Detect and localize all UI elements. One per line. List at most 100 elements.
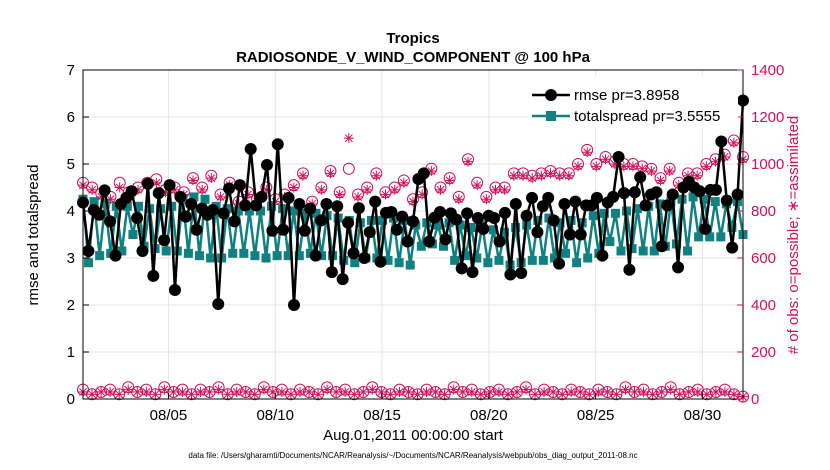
obs-assimilated-marker: [331, 386, 342, 397]
totalspread-point: [633, 204, 643, 214]
rmse-point: [434, 205, 447, 218]
tick-label-right: 200: [751, 344, 776, 361]
rmse-point: [390, 223, 403, 236]
totalspread-point: [588, 211, 598, 221]
legend-rmse-marker: [545, 89, 557, 101]
obs-assimilated-marker: [105, 386, 116, 397]
obs-assimilated-marker: [490, 184, 501, 195]
rmse-point: [542, 191, 555, 204]
tick-label-left: 7: [67, 62, 75, 79]
totalspread-point: [272, 251, 282, 261]
tick-label-right: 0: [751, 391, 759, 408]
rmse-point: [590, 191, 603, 204]
rmse-point: [396, 210, 409, 223]
obs-possible-marker: [248, 388, 261, 401]
obs-possible-marker: [438, 388, 451, 401]
obs-assimilated-marker: [298, 170, 308, 181]
rmse-point: [179, 210, 192, 223]
obs-assimilated-marker: [177, 386, 188, 397]
rmse-point: [363, 226, 376, 239]
totalspread-point: [200, 194, 210, 204]
obs-assimilated-marker: [114, 182, 125, 193]
obs-assimilated-marker: [222, 389, 233, 400]
obs-assimilated-marker: [602, 386, 613, 397]
rmse-point: [98, 184, 111, 197]
rmse-point: [255, 190, 268, 203]
obs-assimilated-marker: [548, 386, 559, 397]
totalspread-point: [261, 253, 271, 263]
obs-assimilated-marker: [204, 386, 215, 397]
totalspread-point: [89, 197, 99, 207]
obs-assimilated-marker: [188, 175, 198, 186]
obs-possible-marker: [610, 388, 623, 401]
obs-possible-marker: [646, 388, 659, 401]
totalspread-point: [439, 241, 449, 251]
obs-assimilated-marker: [655, 175, 666, 186]
obs-assimilated-marker: [674, 389, 685, 400]
totalspread-point: [300, 208, 310, 218]
obs-assimilated-marker: [656, 386, 667, 397]
totalspread-point: [583, 253, 593, 263]
rmse-point: [298, 224, 311, 237]
obs-assimilated-marker: [389, 184, 400, 195]
obs-assimilated-marker: [444, 175, 455, 186]
obs-assimilated-marker: [249, 389, 260, 400]
rmse-point: [141, 177, 154, 190]
obs-assimilated-marker: [150, 389, 161, 400]
obs-assimilated-marker: [511, 386, 522, 397]
totalspread-point: [533, 215, 543, 225]
plot-frame: [82, 69, 744, 400]
totalspread-point: [488, 225, 498, 235]
totalspread-point: [117, 246, 127, 256]
totalspread-point: [189, 192, 199, 202]
obs-assimilated-marker: [376, 386, 387, 397]
rmse-point: [109, 249, 122, 262]
totalspread-point: [616, 246, 626, 256]
obs-assimilated-marker: [584, 389, 595, 400]
rmse-point: [466, 266, 479, 279]
rmse-point: [493, 235, 506, 248]
rmse-point: [574, 228, 587, 241]
rmse-point: [309, 249, 322, 262]
totalspread-point: [161, 246, 171, 256]
obs-assimilated-marker: [380, 189, 391, 200]
rmse-point: [401, 235, 414, 248]
rmse-point: [509, 197, 522, 210]
totalspread-point: [472, 253, 482, 263]
obs-assimilated-marker: [692, 170, 703, 181]
totalspread-point: [289, 206, 299, 216]
totalspread-point: [599, 208, 609, 218]
totalspread-point: [699, 194, 709, 204]
totalspread-point: [705, 232, 715, 242]
legend-spread-label: totalspread pr=3.5555: [574, 108, 720, 125]
rmse-point: [531, 226, 544, 239]
totalspread-point: [655, 199, 665, 209]
totalspread-point: [527, 255, 537, 265]
totalspread-point: [133, 201, 143, 211]
totalspread-point: [100, 199, 110, 209]
obs-possible-marker: [348, 388, 361, 401]
tick-label-bottom: 08/15: [363, 407, 401, 424]
obs-assimilated-marker: [481, 194, 492, 205]
totalspread-point: [194, 251, 204, 261]
tick-label-left: 2: [67, 297, 75, 314]
obs-possible-marker: [501, 388, 514, 401]
obs-assimilated-marker: [322, 384, 333, 395]
obs-assimilated-marker: [484, 386, 495, 397]
rmse-point: [612, 150, 625, 163]
obs-assimilated-marker: [87, 389, 98, 400]
rmse-point: [455, 262, 468, 275]
rmse-point: [82, 244, 95, 257]
rmse-point: [672, 261, 685, 274]
totalspread-point: [250, 251, 260, 261]
obs-assimilated-marker: [701, 389, 712, 400]
obs-assimilated-marker: [132, 386, 143, 397]
totalspread-point: [649, 246, 659, 256]
obs-assimilated-marker: [371, 170, 382, 181]
rmse-point: [282, 191, 295, 204]
tick-label-right: 800: [751, 203, 776, 220]
rmse-point: [417, 167, 430, 180]
totalspread-point: [549, 253, 559, 263]
totalspread-point: [233, 206, 243, 216]
obs-assimilated-marker: [530, 389, 541, 400]
